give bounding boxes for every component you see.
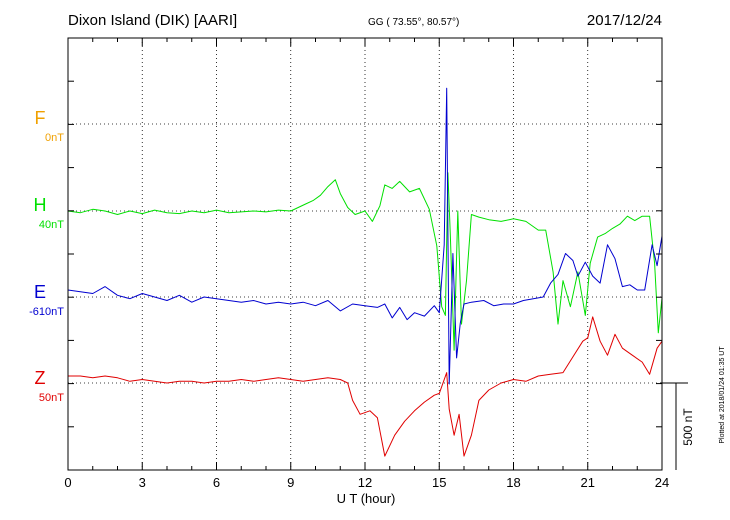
x-tick-label: 12 (358, 475, 372, 490)
x-axis-label: U T (hour) (337, 491, 396, 506)
x-tick-label: 15 (432, 475, 446, 490)
series-offset-E: -610nT (29, 306, 64, 318)
channel-labels: F 0nT H 40nT E -610nT Z 50nT (29, 108, 64, 404)
scale-bar: 500 nT (660, 382, 695, 470)
series-line-E (67, 87, 663, 385)
coordinates-label: GG ( 73.55°, 80.57°) (368, 17, 459, 28)
scale-bar-label: 500 nT (681, 408, 695, 446)
series-name-H: H (34, 195, 47, 215)
series-line-H (67, 172, 663, 351)
series-name-E: E (34, 282, 46, 302)
plot-frame (67, 37, 663, 471)
data-traces (67, 87, 663, 457)
plotted-timestamp: Plotted at 2018/01/24 01:35 UT (719, 346, 726, 444)
x-axis-ticks: 0 3 6 9 12 15 18 21 24 (64, 475, 669, 490)
series-offset-F: 0nT (45, 132, 64, 144)
series-offset-H: 40nT (39, 219, 64, 231)
station-title: Dixon Island (DIK) [AARI] (68, 12, 237, 29)
date-label: 2017/12/24 (587, 12, 662, 29)
series-offset-Z: 50nT (39, 392, 64, 404)
x-tick-label: 3 (139, 475, 146, 490)
x-tick-label: 18 (506, 475, 520, 490)
grid (68, 38, 662, 470)
x-tick-label: 0 (64, 475, 71, 490)
x-tick-label: 9 (287, 475, 294, 490)
series-line-Z (68, 316, 663, 457)
x-tick-label: 21 (581, 475, 595, 490)
x-tick-label: 24 (655, 475, 669, 490)
x-tick-label: 6 (213, 475, 220, 490)
series-name-Z: Z (35, 368, 46, 388)
series-name-F: F (35, 108, 46, 128)
